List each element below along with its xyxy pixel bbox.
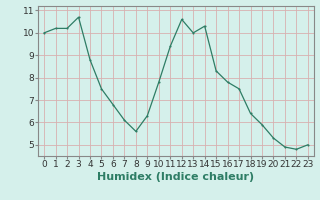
X-axis label: Humidex (Indice chaleur): Humidex (Indice chaleur): [97, 172, 255, 182]
